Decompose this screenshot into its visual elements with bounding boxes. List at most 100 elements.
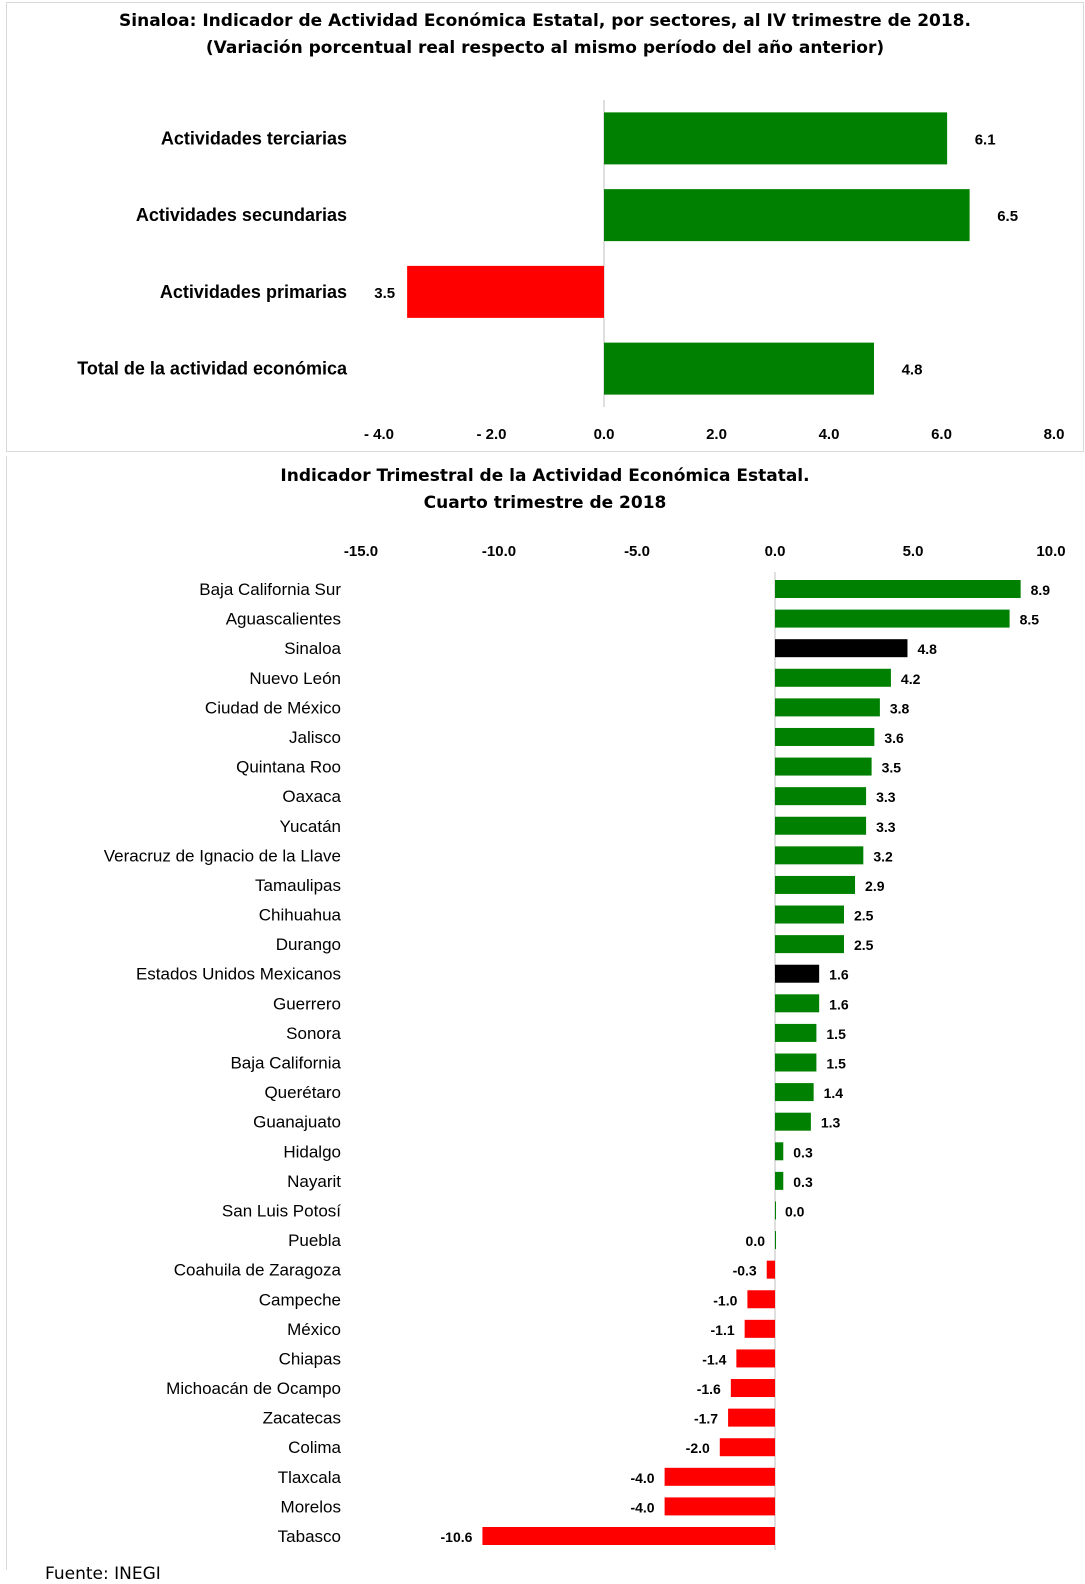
sector-bar-chart: Actividades terciarias 6.1 Actividades sec… [77,100,1065,443]
tick-label: - 4.0 [364,426,394,443]
data-label: 4.2 [901,671,921,687]
sector-chart-subtitle: (Variación porcentual real respecto al m… [205,38,885,58]
bar [730,1379,775,1398]
data-label: 4.8 [902,362,923,379]
category-label: Chiapas [279,1349,341,1368]
category-label: Hidalgo [283,1142,341,1161]
category-label: San Luis Potosí [222,1201,341,1220]
data-label: 0.3 [793,1174,813,1190]
bar [775,1023,817,1042]
data-label: -1.7 [694,1411,718,1427]
bar [775,846,864,865]
data-label: 2.5 [854,908,874,924]
category-label: Quintana Roo [236,758,341,777]
data-label: 3.6 [884,730,904,746]
bar [775,1083,814,1102]
category-label: Oaxaca [282,787,341,806]
bar [604,342,874,395]
tick-label: 4.0 [819,426,840,443]
data-label: -4.0 [630,1499,654,1515]
data-label: -2.0 [686,1440,710,1456]
category-label: Yucatán [280,817,341,836]
category-label: Tabasco [278,1527,341,1546]
data-label: -1.0 [713,1292,737,1308]
category-label: Actividades secundarias [136,205,347,225]
category-label: Morelos [281,1497,341,1516]
tick-label: -5.0 [624,543,650,560]
data-label: 3.3 [876,789,896,805]
data-label: 1.4 [824,1085,844,1101]
category-label: Colima [288,1438,341,1457]
category-label: Guanajuato [253,1113,341,1132]
category-label: Ciudad de México [205,698,341,717]
category-label: Durango [276,935,341,954]
bar [775,1112,811,1131]
category-label: Nayarit [287,1172,341,1191]
category-label: Coahuila de Zaragoza [174,1261,342,1280]
bar [775,1171,784,1190]
bar [407,265,604,318]
category-label: Baja California Sur [199,580,341,599]
tick-label: 2.0 [706,426,727,443]
bar [775,935,844,954]
bar [775,1053,817,1072]
bar [775,1231,776,1250]
bar [766,1260,775,1279]
data-label: 1.6 [829,996,849,1012]
category-label: Aguascalientes [226,610,341,629]
data-label: 3.8 [890,700,910,716]
source-note: Fuente: INEGI [45,1564,161,1584]
bar [775,609,1010,628]
bar [775,668,891,687]
data-label: -1.6 [697,1381,721,1397]
bar [775,639,908,658]
state-bar-chart: -15.0 -10.0 -5.0 0.0 5.0 10.0 Baja California … [104,543,1066,1550]
data-label: -1.4 [702,1351,726,1367]
bar [744,1319,775,1338]
category-label: Baja California [230,1054,341,1073]
tick-label: -10.0 [482,543,516,560]
bar [747,1290,775,1309]
data-label: 2.9 [865,878,885,894]
data-label: 6.1 [975,131,996,148]
data-label: 4.8 [917,641,937,657]
category-label: Actividades terciarias [161,128,347,148]
data-label: 1.3 [821,1115,841,1131]
tick-label: -15.0 [344,543,378,560]
category-label: Querétaro [264,1083,341,1102]
category-label: Zacatecas [263,1409,341,1428]
data-label: 3.3 [876,819,896,835]
sector-chart-panel: Sinaloa: Indicador de Actividad Económic… [6,2,1084,452]
data-label: 2.5 [854,937,874,953]
bar [775,727,875,746]
bar [482,1527,775,1545]
category-label: Tlaxcala [278,1468,342,1487]
data-label: 0.0 [746,1233,766,1249]
data-label: -4.0 [630,1470,654,1486]
tick-label: 8.0 [1044,426,1065,443]
data-label: -1.1 [711,1322,735,1338]
data-label: 1.5 [826,1056,846,1072]
bar [664,1497,775,1516]
bar [604,189,970,242]
bar [719,1438,775,1457]
bar [775,757,872,776]
data-label: 0.3 [793,1144,813,1160]
data-label: 3.5 [882,760,902,776]
bar [775,816,867,835]
category-label: Michoacán de Ocampo [166,1379,341,1398]
bar [775,580,1021,598]
data-label: 1.6 [829,967,849,983]
category-label: Puebla [288,1231,341,1250]
state-chart-panel: Indicador Trimestral de la Actividad Eco… [6,456,1083,1584]
category-label: Total de la actividad económica [77,359,348,379]
data-label: -10.6 [441,1529,473,1545]
data-label: -0.3 [733,1263,757,1279]
bar [604,112,948,165]
bar [775,1142,784,1161]
data-label: 8.9 [1031,582,1051,598]
bar [728,1408,775,1427]
bar [775,875,856,894]
sector-chart-title: Sinaloa: Indicador de Actividad Económic… [119,11,971,31]
category-label: México [287,1320,341,1339]
